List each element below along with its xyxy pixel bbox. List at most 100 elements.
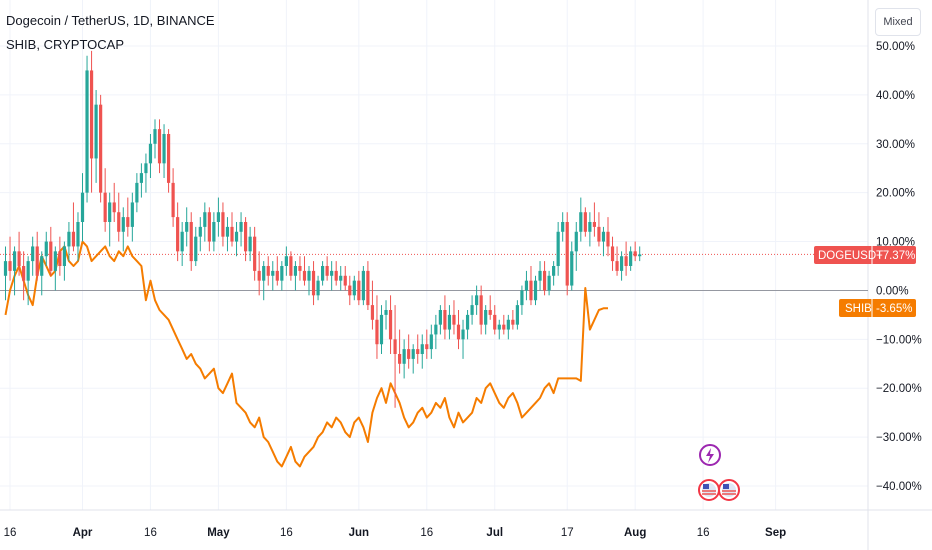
candle [493,305,497,335]
candle-body [271,270,275,276]
candle-body [31,246,35,262]
candle-body [171,182,175,218]
y-tick-label: −20.00% [876,383,922,395]
candle-body [393,339,397,354]
candle-body [334,270,338,281]
candle-body [529,280,533,301]
candle [524,270,529,301]
x-tick-label: Aug [624,527,646,539]
candle [475,285,479,315]
candle-body [570,251,574,286]
candle-body [484,310,488,325]
candle [284,246,288,276]
candle-body [239,222,243,232]
candle-body [493,314,497,330]
event-markers[interactable] [698,444,740,501]
candle-body [497,324,501,330]
candle [248,226,252,262]
candle-body [588,222,592,232]
candle [126,197,130,237]
candle [465,310,470,340]
candle-body [8,261,12,271]
candle-body [49,241,53,271]
candle-body [166,134,171,183]
candle [103,168,107,232]
candle-body [475,295,479,306]
x-tick-label: Jul [486,527,503,539]
candle-body [366,270,370,306]
us-flag-event-icon[interactable] [718,479,740,501]
candle [162,124,166,178]
candle [407,334,411,369]
compare-legend[interactable]: SHIB, CRYPTOCAP [6,37,124,52]
y-tick-label: −10.00% [876,334,922,346]
candle-body [443,310,447,330]
candle-body [298,266,302,271]
candle [85,55,89,203]
y-axis[interactable]: 50.00% 40.00% 30.00% 20.00% 10.00% 0.00% −10.0… [876,41,922,493]
candle [58,236,62,276]
candle-body [339,275,343,281]
candle-body [330,270,334,276]
candle [289,251,293,281]
y-tick-label: 0.00% [876,285,909,297]
y-tick-label: 40.00% [876,90,915,102]
x-axis[interactable]: 16 Apr 16 May 16 Jun 16 Jul 17 Aug 16 Sep [4,527,787,539]
candle [579,197,583,242]
candle-body [321,266,325,281]
candle [393,305,397,408]
candle [316,275,320,301]
candle [12,246,17,296]
candle-body [610,246,615,262]
candle-body [579,212,583,232]
candle-body [511,319,515,325]
candle [302,256,307,286]
candle [298,256,302,281]
candle [425,329,429,359]
candle-body [284,256,288,266]
candle [488,295,492,320]
candle-body [198,226,202,237]
us-flag-event-icon[interactable] [698,479,720,501]
x-tick-label: 16 [4,527,17,539]
candle [570,241,574,291]
candle [470,295,474,325]
candle [456,310,461,350]
shib-line [4,240,608,468]
candle-body [280,266,284,281]
candle-body [370,305,375,320]
lightning-event-icon[interactable] [699,444,721,466]
candle-body [180,231,184,252]
candle [361,266,365,306]
candle-body [112,202,116,213]
candle-body [221,212,225,237]
y-tick-label: −30.00% [876,432,922,444]
candle [112,182,116,222]
candle [216,197,221,237]
candle-body [619,256,624,271]
candle [398,329,402,374]
candle-body [452,314,456,325]
candle-body [425,344,429,350]
candle [266,256,270,286]
candle-body [108,202,112,222]
candle [144,153,148,193]
candle [234,222,239,257]
x-tick-label: 17 [561,527,574,539]
x-tick-label: Sep [765,527,786,539]
candle-body [597,226,601,242]
candle-body [262,266,266,281]
candle-body [552,266,556,276]
candle-body [162,134,166,164]
candle [588,212,592,247]
symbol-legend[interactable]: Dogecoin / TetherUS, 1D, BINANCE [6,13,215,28]
shib-badge-value: -3.65% [876,303,912,315]
candle [601,226,606,257]
scale-mode-button[interactable]: Mixed [875,8,921,36]
shib-price-badge: SHIB -3.65% [839,299,916,317]
candle-body [416,349,420,354]
candle [565,212,569,296]
candle-body [194,236,198,262]
candle-body [352,280,356,296]
